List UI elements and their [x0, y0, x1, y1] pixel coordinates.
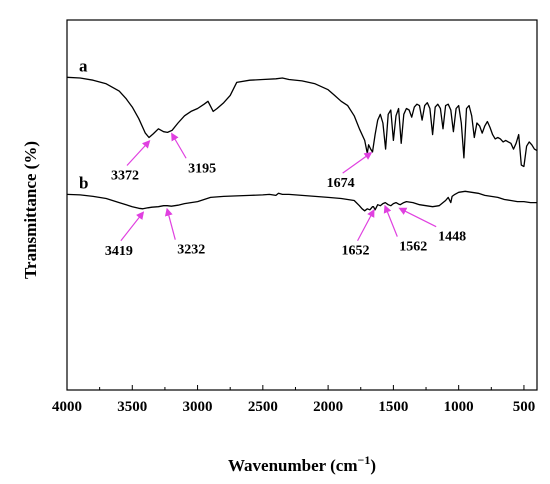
- annotation-label-3232: 3232: [177, 243, 205, 258]
- annotation-arrow-3372: [126, 140, 151, 166]
- annotation-arrow-3195: [171, 132, 187, 159]
- annotation-arrow-3419: [120, 211, 145, 242]
- annotation-arrow-1562: [383, 204, 398, 237]
- annotation-label-1562: 1562: [399, 240, 427, 255]
- annotation-arrow-1674: [342, 151, 373, 174]
- plot-frame: [66, 19, 538, 391]
- annotation-arrow-1448: [398, 207, 437, 228]
- x-axis-title-sup: −1: [358, 453, 371, 467]
- series-b-line: [66, 190, 537, 212]
- x-axis-title: Wavenumber (cm−1): [228, 453, 376, 475]
- x-tick-label-1500: 1500: [378, 399, 408, 415]
- annotation-label-1448: 1448: [438, 230, 466, 245]
- x-axis-title-main: Wavenumber (cm: [228, 456, 358, 475]
- y-axis-title: Transmittance (%): [21, 141, 40, 279]
- annotation-arrow-3232: [164, 207, 176, 240]
- x-tick-label-4000: 4000: [52, 399, 82, 415]
- annotation-label-1674: 1674: [327, 176, 355, 191]
- x-axis: 4000 3500 3000 2500 2000 1500 1000 500: [52, 385, 535, 415]
- series-a-line: [66, 76, 538, 168]
- x-tick-label-1000: 1000: [444, 399, 474, 415]
- x-tick-label-3000: 3000: [183, 399, 213, 415]
- plot-area: a b 3372 3195 1674 3419 3232 1652 1562 1448: [66, 56, 538, 259]
- annotation-label-3195: 3195: [188, 161, 216, 176]
- annotation-label-3419: 3419: [105, 244, 133, 259]
- annotation-arrow-1652: [357, 208, 375, 242]
- series-a-label: a: [79, 56, 88, 75]
- x-tick-label-3500: 3500: [117, 399, 147, 415]
- x-tick-label-500: 500: [513, 399, 536, 415]
- x-tick-label-2500: 2500: [248, 399, 278, 415]
- annotation-label-3372: 3372: [111, 169, 139, 184]
- annotation-label-1652: 1652: [342, 244, 370, 259]
- series-b-label: b: [79, 173, 88, 192]
- x-axis-title-close: ): [370, 456, 376, 475]
- x-tick-label-2000: 2000: [313, 399, 343, 415]
